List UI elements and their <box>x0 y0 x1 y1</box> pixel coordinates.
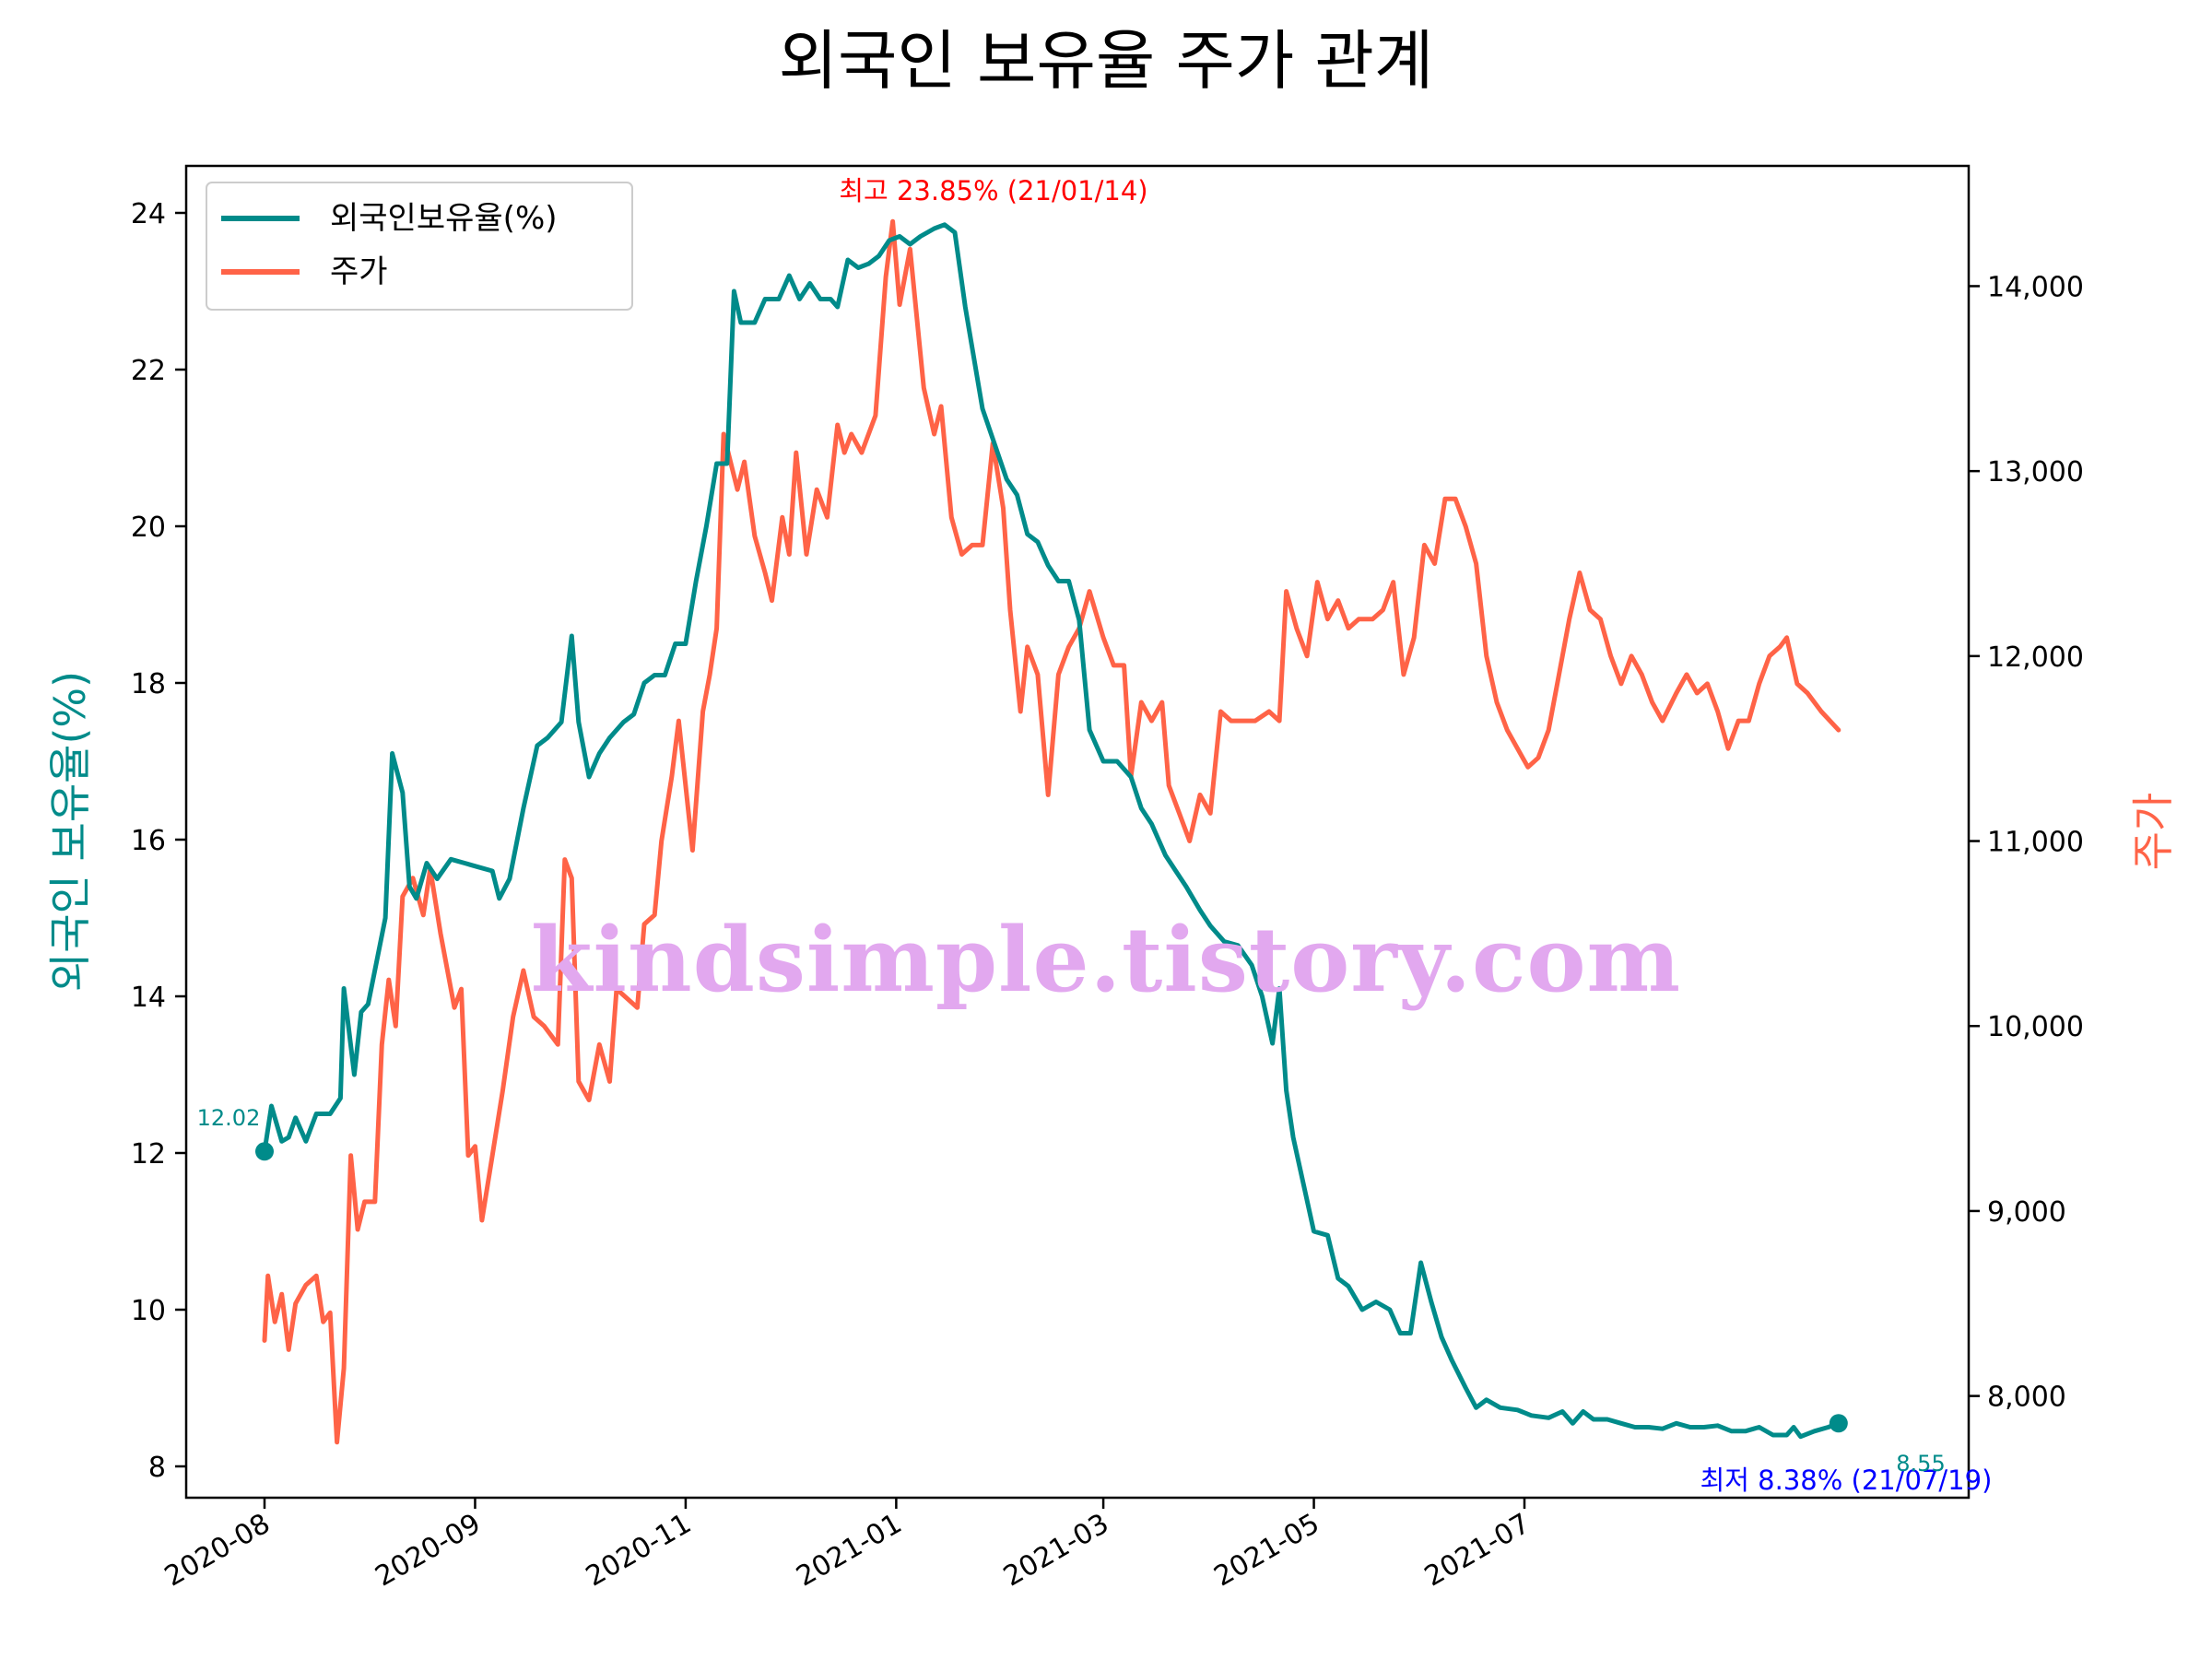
plot-frame <box>184 164 1971 1500</box>
series-layer <box>262 218 1841 1445</box>
left-tick-label: 22 <box>131 355 166 387</box>
x-tick-label: 2021-03 <box>998 1508 1114 1594</box>
max-annotation: 최고 23.85% (21/01/14) <box>839 175 1147 206</box>
left-tick-label: 8 <box>148 1452 166 1484</box>
right-tick-label: 12,000 <box>1987 641 2084 674</box>
x-tick-label: 2020-09 <box>370 1508 486 1594</box>
end-point-marker <box>1829 1414 1848 1433</box>
chart-title: 외국인 보유율 주가 관계 <box>779 23 1434 99</box>
left-axis-label: 외국인 보유율(%) <box>45 671 95 992</box>
right-y-axis: 8,000 9,000 10,000 11,000 12,000 13,000 14,000 <box>1969 271 2084 1414</box>
left-tick-label: 14 <box>131 982 166 1014</box>
right-tick-label: 13,000 <box>1987 456 2084 488</box>
x-tick-label: 2021-05 <box>1208 1508 1324 1594</box>
series-line-price <box>262 218 1841 1445</box>
x-tick-label: 2020-08 <box>159 1508 276 1594</box>
start-value-label: 12.02 <box>197 1105 261 1131</box>
x-tick-label: 2020-11 <box>581 1508 697 1594</box>
legend-label-price: 주가 <box>330 253 388 290</box>
left-tick-label: 18 <box>131 668 166 700</box>
legend-label-holding: 외국인보유율(%) <box>330 200 558 237</box>
watermark: kindsimple.tistory.com <box>530 908 1682 1012</box>
end-value-label: 8.55 <box>1896 1451 1945 1477</box>
right-axis-label: 주가 <box>2128 793 2178 871</box>
left-tick-label: 24 <box>131 198 166 230</box>
left-tick-label: 10 <box>131 1295 166 1327</box>
left-tick-label: 20 <box>131 512 166 544</box>
x-tick-label: 2021-07 <box>1419 1508 1535 1594</box>
x-tick-label: 2021-01 <box>791 1508 907 1594</box>
legend-box <box>206 182 633 311</box>
right-tick-label: 14,000 <box>1987 271 2084 303</box>
right-tick-label: 9,000 <box>1987 1196 2066 1229</box>
start-point-marker <box>255 1142 274 1161</box>
marker-layer <box>255 1142 1848 1433</box>
left-tick-label: 12 <box>131 1138 166 1171</box>
min-annotation: 최저 8.38% (21/07/19) <box>1700 1465 1993 1496</box>
left-tick-label: 16 <box>131 825 166 857</box>
x-axis: 2020-08 2020-09 2020-11 2021-01 2021-03 2021-… <box>159 1498 1535 1594</box>
legend: 외국인보유율(%) 주가 <box>206 182 633 311</box>
left-y-axis: 8 10 12 14 16 18 20 22 24 <box>131 198 186 1484</box>
right-tick-label: 8,000 <box>1987 1382 2066 1414</box>
right-tick-label: 11,000 <box>1987 827 2084 859</box>
right-tick-label: 10,000 <box>1987 1011 2084 1043</box>
series-line-holding <box>262 222 1841 1440</box>
